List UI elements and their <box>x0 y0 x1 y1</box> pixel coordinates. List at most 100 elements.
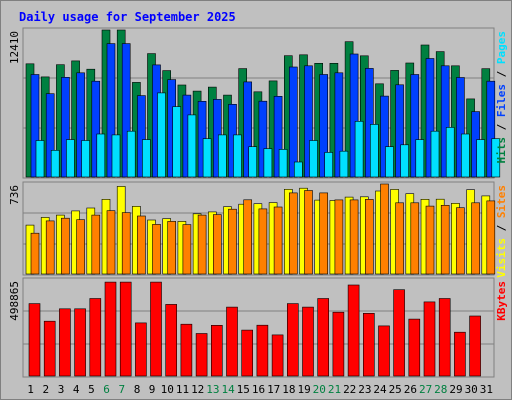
bar-sites-day-7 <box>121 212 131 275</box>
bar-pages-day-29 <box>461 133 470 178</box>
day-label-24: 24 <box>373 383 387 396</box>
legend-hits-files-pages: Hits / Files / Pages <box>495 31 508 164</box>
bar-kbytes-day-13 <box>211 324 223 377</box>
bar-kbytes-day-22 <box>347 284 360 377</box>
bar-kbytes-day-27 <box>423 301 436 377</box>
bar-pages-day-12 <box>202 138 212 178</box>
bar-sites-day-13 <box>213 214 222 275</box>
day-label-2: 2 <box>42 383 49 396</box>
bars-layer <box>25 29 501 377</box>
bar-files-day-22 <box>349 53 359 178</box>
bar-sites-day-2 <box>45 220 55 275</box>
day-label-22: 22 <box>343 383 356 396</box>
bar-kbytes-day-28 <box>438 298 451 377</box>
bar-sites-day-18 <box>288 192 298 275</box>
bar-sites-day-24 <box>380 183 389 275</box>
bar-pages-day-27 <box>430 130 440 178</box>
bar-sites-day-19 <box>304 190 313 275</box>
day-label-16: 16 <box>252 383 265 396</box>
day-label-4: 4 <box>73 383 80 396</box>
legend-entry: Hits <box>495 137 508 164</box>
bar-files-day-31 <box>486 80 496 178</box>
day-label-1: 1 <box>27 383 34 396</box>
bar-files-day-26 <box>410 74 420 178</box>
bar-pages-day-31 <box>491 138 501 178</box>
day-label-10: 10 <box>161 383 174 396</box>
bar-pages-day-30 <box>476 139 485 178</box>
bar-kbytes-day-26 <box>408 318 421 377</box>
bar-kbytes-day-7 <box>119 281 132 377</box>
bar-kbytes-day-5 <box>89 298 102 377</box>
bar-kbytes-day-3 <box>59 308 71 377</box>
day-label-8: 8 <box>134 383 141 396</box>
day-label-23: 23 <box>358 383 371 396</box>
bar-sites-day-26 <box>410 202 420 275</box>
day-label-31: 31 <box>480 383 493 396</box>
bar-files-day-8 <box>137 95 146 178</box>
bar-pages-day-22 <box>354 121 364 178</box>
bar-sites-day-1 <box>30 232 40 275</box>
legend-kbytes: KBytes <box>495 281 508 321</box>
bar-sites-day-3 <box>61 217 70 275</box>
bar-kbytes-day-30 <box>469 315 481 377</box>
bar-files-day-5 <box>91 80 101 178</box>
bar-sites-day-27 <box>425 205 435 275</box>
bar-kbytes-day-2 <box>43 320 56 377</box>
bar-sites-day-25 <box>395 202 404 275</box>
bar-sites-day-15 <box>243 199 252 275</box>
bar-kbytes-day-16 <box>256 324 269 377</box>
bar-kbytes-day-10 <box>165 304 177 377</box>
day-label-5: 5 <box>88 383 95 396</box>
legend-entry: / <box>495 64 508 84</box>
hits-max-label: 12410 <box>8 31 21 64</box>
bar-kbytes-day-21 <box>332 311 345 377</box>
bar-kbytes-day-12 <box>195 333 208 377</box>
bar-files-day-15 <box>243 81 252 178</box>
bar-sites-day-10 <box>167 221 176 275</box>
bar-pages-day-17 <box>278 149 288 178</box>
day-label-20: 20 <box>313 383 326 396</box>
bar-files-day-21 <box>334 72 344 178</box>
bar-pages-day-7 <box>126 130 136 178</box>
bar-sites-day-6 <box>106 210 116 275</box>
bar-pages-day-3 <box>66 139 75 178</box>
day-label-18: 18 <box>282 383 295 396</box>
bar-pages-day-5 <box>96 133 106 178</box>
bar-kbytes-day-25 <box>393 289 405 377</box>
bar-kbytes-day-9 <box>150 281 162 377</box>
bar-kbytes-day-17 <box>271 334 284 377</box>
bar-kbytes-day-1 <box>28 303 41 377</box>
legend-entry: / <box>495 117 508 137</box>
day-label-19: 19 <box>297 383 310 396</box>
bar-pages-day-23 <box>369 124 379 178</box>
bar-files-day-6 <box>106 43 116 178</box>
bar-pages-day-11 <box>187 114 197 178</box>
bar-pages-day-25 <box>400 144 409 178</box>
bar-files-day-23 <box>364 68 374 178</box>
bar-files-day-3 <box>61 77 70 178</box>
legend-entry: KBytes <box>495 281 508 321</box>
bar-kbytes-day-29 <box>454 331 466 377</box>
bar-kbytes-day-14 <box>226 306 238 377</box>
bar-sites-day-17 <box>273 206 283 275</box>
bar-pages-day-16 <box>263 148 273 178</box>
bar-sites-day-22 <box>349 199 359 275</box>
day-label-27: 27 <box>419 383 432 396</box>
bar-sites-day-9 <box>152 224 161 275</box>
day-label-21: 21 <box>328 383 341 396</box>
day-label-12: 12 <box>191 383 204 396</box>
legend-entry: Files <box>495 84 508 117</box>
bar-sites-day-12 <box>197 214 207 275</box>
bar-files-day-16 <box>258 100 268 178</box>
bar-pages-day-10 <box>172 106 181 178</box>
day-label-14: 14 <box>221 383 235 396</box>
bar-sites-day-23 <box>364 199 374 275</box>
day-labels: 1 2 3 4 5 6 7 8 9 10 11 12 13 14 15 16 17 18 19 20 21 22 23 24 2… <box>27 383 493 396</box>
bar-sites-day-8 <box>137 215 146 275</box>
day-label-6: 6 <box>103 383 110 396</box>
bar-sites-day-4 <box>76 219 85 275</box>
bar-pages-day-20 <box>324 152 334 178</box>
bar-pages-day-14 <box>233 134 242 178</box>
bar-files-day-2 <box>45 93 55 178</box>
